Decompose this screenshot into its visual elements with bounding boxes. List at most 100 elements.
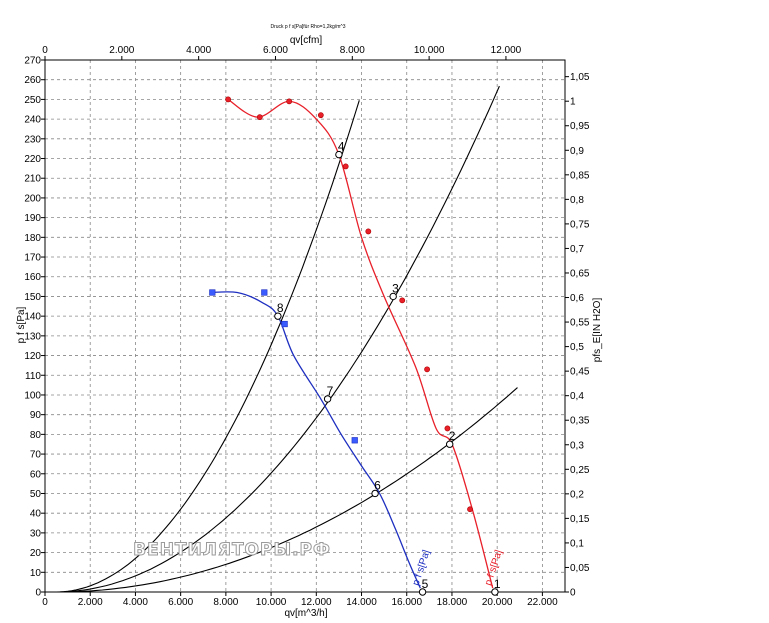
left-tick-label: 240 — [24, 115, 41, 126]
red-data-point — [317, 112, 324, 119]
operating-point — [335, 150, 343, 159]
labels-layer: 1 2 3 4 5 6 7 8 p f s[Pa] p f s[Pa] — [277, 140, 505, 591]
top-tick-label: 0 — [42, 45, 48, 56]
left-tick-label: 20 — [30, 548, 42, 559]
right-tick-label: 0,4 — [570, 391, 584, 402]
right-tick-label: 0,75 — [570, 219, 590, 230]
bottom-tick-label: 10.000 — [256, 597, 287, 608]
left-tick-label: 160 — [24, 272, 41, 283]
right-tick-label: 0,2 — [570, 489, 584, 500]
top-tick-label: 8.000 — [340, 45, 365, 56]
system-curve-line — [56, 100, 360, 593]
blue-data-point — [351, 437, 358, 444]
right-tick-label: 0,7 — [570, 244, 584, 255]
top-axis-title: qv[cfm] — [290, 35, 322, 46]
left-tick-label: 230 — [24, 134, 41, 145]
operating-point-label: 3 — [392, 281, 399, 295]
bottom-tick-label: 16.000 — [391, 597, 422, 608]
bottom-axis-title: qv[m^3/h] — [284, 608, 327, 619]
red-data-point — [424, 366, 430, 373]
right-tick-label: 0,45 — [570, 367, 590, 378]
bottom-tick-label: 8.000 — [213, 597, 238, 608]
operating-point — [323, 395, 332, 403]
curve-end-label: p f s[Pa] — [411, 548, 433, 586]
left-tick-label: 130 — [24, 331, 41, 342]
operating-point — [445, 440, 454, 448]
red-data-point — [256, 114, 263, 121]
blue-data-point — [261, 289, 268, 296]
right-tick-label: 0,85 — [570, 170, 590, 181]
left-tick-label: 220 — [24, 154, 41, 165]
left-tick-label: 200 — [24, 193, 41, 204]
system-curve-line — [56, 387, 518, 593]
operating-point — [274, 312, 282, 320]
right-tick-label: 1,05 — [570, 72, 590, 83]
left-tick-label: 100 — [24, 390, 41, 401]
red-data-point — [467, 506, 473, 513]
axes-layer: 0 2.000 4.000 6.000 8.000 10.000 12.000 1 4.000 1… — [24, 45, 590, 608]
right-tick-label: 0 — [570, 588, 576, 599]
bottom-tick-label: 6.000 — [168, 597, 193, 608]
operating-point-label: 4 — [338, 140, 345, 154]
top-tick-label: 4.000 — [186, 45, 211, 56]
left-tick-label: 40 — [30, 509, 42, 520]
right-axis-title: pfs_E[IN H2O] — [592, 298, 603, 363]
operating-point — [491, 588, 499, 596]
red-data-point — [286, 98, 293, 105]
operating-point-label: 8 — [277, 301, 284, 315]
fan-curve-red-line — [227, 98, 494, 589]
bottom-tick-label: 4.000 — [123, 597, 148, 608]
left-tick-label: 60 — [30, 469, 42, 480]
red-data-point — [365, 228, 372, 235]
operating-point — [418, 588, 427, 596]
left-tick-label: 0 — [35, 588, 41, 599]
bottom-tick-label: 2.000 — [78, 597, 103, 608]
bottom-tick-label: 12.000 — [301, 597, 332, 608]
left-tick-label: 30 — [30, 528, 42, 539]
top-tick-label: 6.000 — [263, 45, 288, 56]
grid-layer — [45, 60, 565, 592]
right-tick-label: 1 — [570, 97, 576, 108]
left-tick-label: 210 — [24, 174, 41, 185]
red-data-point — [444, 425, 451, 432]
right-tick-label: 0,9 — [570, 146, 584, 157]
left-tick-label: 140 — [24, 312, 41, 323]
chart-header: Druck p f s[Pa]für Rho=1,2kg/m^3 — [270, 24, 345, 30]
right-tick-label: 0,8 — [570, 195, 584, 206]
right-tick-label: 0,95 — [570, 121, 590, 132]
system-curve-line — [56, 85, 500, 593]
watermark-text: ВЕНТИЛЯТОРЫ.РФ — [133, 540, 331, 560]
operating-point-label: 6 — [374, 478, 381, 492]
curve-end-label: p f s[Pa] — [483, 548, 505, 586]
right-tick-label: 0,5 — [570, 342, 584, 353]
fan-curve-blue-line — [209, 291, 421, 589]
red-data-point — [225, 96, 232, 103]
right-tick-label: 0,1 — [570, 538, 584, 549]
operating-point-label: 5 — [422, 577, 429, 591]
left-tick-label: 270 — [24, 56, 41, 67]
right-tick-label: 0,6 — [570, 293, 584, 304]
operating-point — [389, 292, 397, 301]
left-tick-label: 70 — [30, 450, 42, 461]
left-tick-label: 260 — [24, 75, 41, 86]
left-tick-label: 190 — [24, 213, 41, 224]
left-tick-label: 50 — [30, 489, 42, 500]
right-tick-label: 0,55 — [570, 318, 590, 329]
markers-layer — [209, 96, 499, 596]
left-tick-label: 180 — [24, 233, 41, 244]
left-axis-title: p f s[Pa] — [16, 306, 27, 343]
bottom-tick-label: 18.000 — [437, 597, 468, 608]
left-tick-label: 150 — [24, 292, 41, 303]
left-tick-label: 250 — [24, 95, 41, 106]
left-tick-label: 120 — [24, 351, 41, 362]
red-data-point — [342, 163, 349, 170]
right-tick-label: 0,05 — [570, 563, 590, 574]
top-tick-label: 10.000 — [414, 45, 445, 56]
top-tick-label: 2.000 — [109, 45, 134, 56]
left-tick-label: 10 — [30, 568, 42, 579]
right-tick-label: 0,25 — [570, 465, 590, 476]
operating-point — [371, 489, 379, 498]
right-tick-label: 0,15 — [570, 514, 590, 525]
bottom-tick-label: 0 — [42, 597, 48, 608]
curves-layer — [56, 85, 518, 593]
